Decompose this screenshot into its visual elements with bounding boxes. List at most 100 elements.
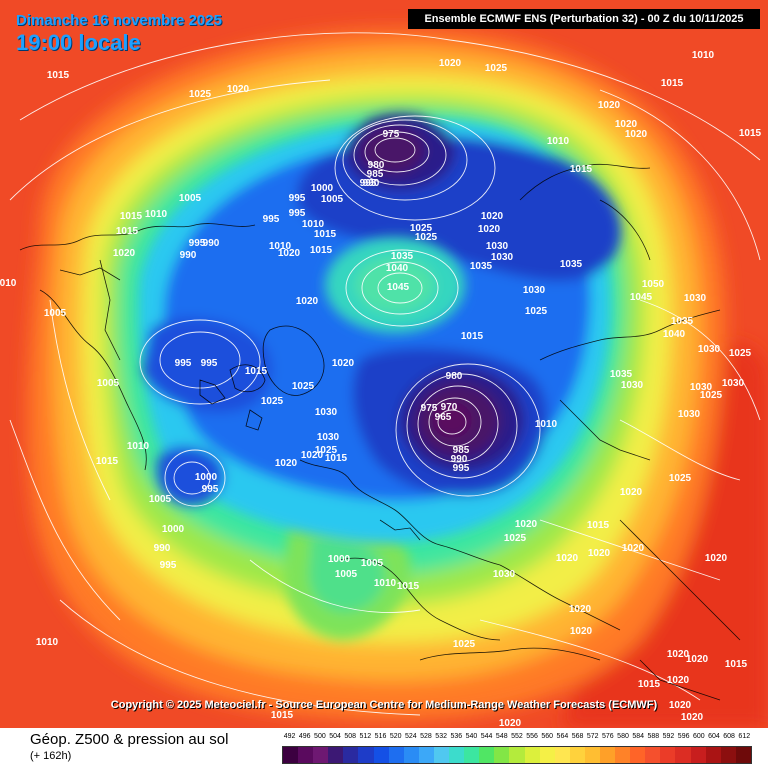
isobar-label: 1025: [315, 445, 338, 456]
isobar-label: 1025: [410, 223, 433, 234]
legend-swatch: [554, 747, 570, 763]
legend-label: 500: [314, 733, 326, 740]
isobar-label: 995: [160, 560, 177, 571]
isobar-label: 980: [368, 160, 385, 171]
isobar-label: 1010: [269, 241, 292, 252]
isobar-label: 1015: [570, 164, 593, 175]
legend-label: 596: [677, 733, 690, 740]
isobar-label: 990: [180, 250, 197, 261]
legend-label: 604: [708, 733, 720, 740]
coastlines: [19, 163, 741, 701]
legend-label: 608: [723, 733, 735, 740]
isobar-label: 1000: [328, 554, 351, 565]
legend-swatch: [509, 747, 525, 763]
copyright-notice: Copyright © 2025 Meteociel.fr - Source E…: [110, 699, 658, 711]
isobar-label: 1020: [588, 548, 611, 559]
isobar-label: 1040: [386, 263, 409, 274]
legend-label: 572: [586, 733, 599, 740]
isobar-label: 980: [446, 371, 463, 382]
legend-label: 552: [511, 733, 523, 740]
isobar-label: 1020: [556, 553, 579, 564]
isobar-label: 965: [435, 412, 452, 423]
legend-label: 568: [571, 733, 584, 740]
isobar-label: 985: [367, 169, 384, 180]
isobar-label: 990: [203, 238, 220, 249]
isobar-label: 995: [202, 484, 219, 495]
legend-label: 588: [647, 733, 660, 740]
isobar-label: 1040: [663, 329, 686, 340]
isobar-label: 1020: [622, 543, 645, 554]
isobar-label: 1005: [335, 569, 358, 580]
isobar-contours: [9, 32, 761, 716]
isobar-label: 995: [289, 208, 306, 219]
isobar-label: 1005: [97, 378, 120, 389]
isobar-label: 1025: [729, 348, 752, 359]
isobar-label: 1025: [504, 533, 527, 544]
isobar-label: 1030: [684, 293, 707, 304]
isobar-label: 990: [451, 454, 468, 465]
legend-swatch: [705, 747, 721, 763]
isobar-label: 1025: [669, 473, 692, 484]
isobar-label: 985: [453, 445, 470, 456]
legend-swatch: [479, 747, 495, 763]
legend-label: 548: [495, 733, 508, 740]
isobar-label: 1015: [661, 78, 684, 89]
isobar-label: 1030: [486, 241, 509, 252]
legend-swatch: [630, 747, 646, 763]
legend-label: 504: [329, 733, 341, 740]
legend-label: 528: [420, 733, 432, 740]
legend-label: 508: [344, 733, 357, 740]
isobar-label: 1005: [179, 193, 202, 204]
legend-label: 532: [435, 733, 447, 740]
legend-label: 492: [283, 733, 296, 740]
isobar-label: 1045: [387, 282, 410, 293]
isobar-label: 1015: [271, 710, 294, 721]
isobar-label: 1005: [361, 558, 384, 569]
legend-swatch: [660, 747, 676, 763]
isobar-label: 1015: [96, 456, 119, 467]
legend-swatch: [494, 747, 510, 763]
isobar-label: 1020: [686, 654, 709, 665]
isobar-label: 1020: [681, 712, 704, 723]
isobar-label: 1015: [116, 226, 139, 237]
isobar-label: 995: [289, 193, 306, 204]
legend-color-bar: [282, 746, 752, 764]
legend-swatch: [735, 747, 751, 763]
isobar-label: 1020: [667, 649, 690, 660]
legend-label: 612: [738, 733, 751, 740]
legend-label: 520: [389, 733, 402, 740]
isobar-label: 1020: [278, 248, 301, 259]
run-info-banner: Ensemble ECMWF ENS (Perturbation 32) - 0…: [408, 9, 760, 29]
isobar-label: 1020: [296, 296, 319, 307]
isobar-label: 1045: [630, 292, 653, 303]
isobar-label: 1020: [625, 129, 648, 140]
isobar-label: 1020: [481, 211, 504, 222]
isobar-label: 1025: [453, 639, 476, 650]
isobar-label: 1010: [302, 219, 325, 230]
isobar-label: 1000: [195, 472, 218, 483]
isobar-label: 1035: [610, 369, 633, 380]
isobar-label: 1015: [120, 211, 143, 222]
legend-swatch: [373, 747, 389, 763]
legend-swatch: [615, 747, 631, 763]
isobar-label: 1015: [638, 679, 661, 690]
legend-swatch: [343, 747, 359, 763]
isobar-label: 1030: [317, 432, 340, 443]
isobar-label: 1010: [547, 136, 570, 147]
isobar-label: 1020: [113, 248, 136, 259]
legend-swatch: [599, 747, 616, 763]
legend-swatch: [388, 747, 404, 763]
legend-label: 600: [692, 733, 705, 740]
legend-label: 584: [632, 733, 645, 740]
legend-swatch: [298, 747, 314, 763]
isobar-label: 1010: [145, 209, 168, 220]
isobar-label: 995: [360, 178, 377, 189]
isobar-label: 1015: [245, 366, 268, 377]
footer-bar: Géop. Z500 & pression au sol (+ 162h) 49…: [0, 728, 768, 768]
isobar-label: 970: [441, 402, 458, 413]
legend-label: 556: [526, 733, 538, 740]
isobar-label: 1000: [162, 524, 185, 535]
isobar-label: 1020: [478, 224, 501, 235]
isobar-label: 1030: [621, 380, 644, 391]
